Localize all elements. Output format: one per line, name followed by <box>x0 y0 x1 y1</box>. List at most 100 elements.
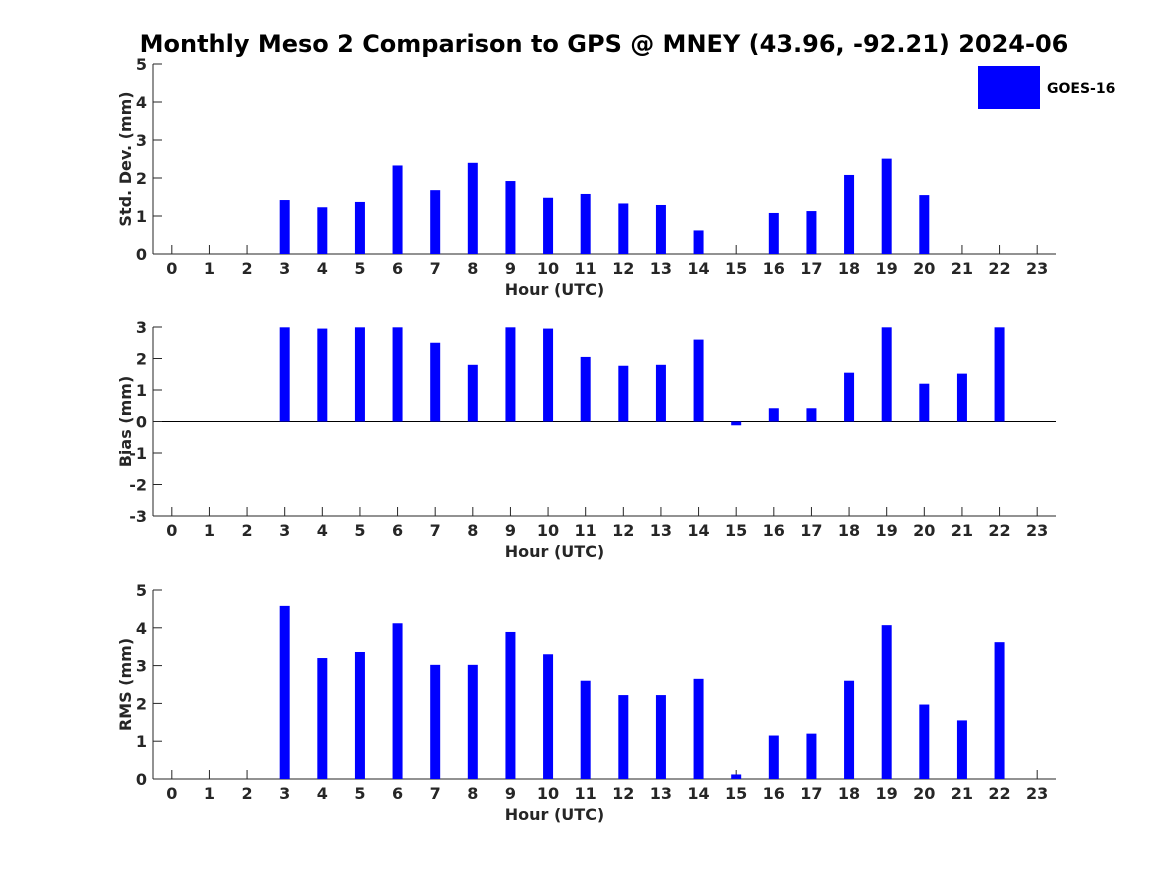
bar-hour-17 <box>806 211 817 254</box>
x-tick-label: 18 <box>838 259 860 278</box>
y-tick-label: 3 <box>136 318 147 337</box>
x-tick-label: 7 <box>430 259 441 278</box>
bar-hour-5 <box>354 651 365 779</box>
x-tick-label: 1 <box>204 521 215 540</box>
x-tick-label: 6 <box>392 784 403 803</box>
x-tick-label: 1 <box>204 784 215 803</box>
x-tick-label: 15 <box>725 784 747 803</box>
x-tick-label: 11 <box>575 521 597 540</box>
bar-hour-6 <box>392 327 403 422</box>
bar-hour-12 <box>618 203 629 254</box>
bar-hour-10 <box>543 197 554 254</box>
x-tick-label: 14 <box>687 259 709 278</box>
x-tick-label: 17 <box>800 784 822 803</box>
bar-hour-4 <box>317 658 328 779</box>
y-tick-label: 2 <box>136 350 147 369</box>
bar-hour-3 <box>279 327 290 422</box>
x-tick-label: 11 <box>575 784 597 803</box>
x-tick-label: 10 <box>537 521 559 540</box>
bar-hour-3 <box>279 200 290 254</box>
x-tick-label: 21 <box>951 259 973 278</box>
x-tick-label: 20 <box>913 259 935 278</box>
x-tick-label: 19 <box>876 259 898 278</box>
bar-hour-7 <box>430 342 441 422</box>
x-tick-label: 16 <box>763 521 785 540</box>
x-tick-label: 0 <box>166 259 177 278</box>
x-tick-label: 3 <box>279 784 290 803</box>
x-tick-label: 23 <box>1026 784 1048 803</box>
bar-hour-9 <box>505 181 516 254</box>
bar-hour-16 <box>768 212 779 254</box>
bar-hour-8 <box>467 364 478 422</box>
x-tick-label: 3 <box>279 259 290 278</box>
x-tick-label: 16 <box>763 259 785 278</box>
x-axis-label: Hour (UTC) <box>505 542 605 561</box>
x-tick-label: 15 <box>725 521 747 540</box>
legend-label: GOES-16 <box>1047 81 1115 97</box>
x-tick-label: 12 <box>612 521 634 540</box>
x-tick-label: 14 <box>687 784 709 803</box>
bar-hour-18 <box>844 372 855 422</box>
bar-hour-13 <box>655 364 666 422</box>
y-tick-label: 0 <box>136 245 147 264</box>
x-tick-label: 8 <box>467 259 478 278</box>
bar-hour-8 <box>467 162 478 254</box>
x-tick-label: 14 <box>687 521 709 540</box>
bar-hour-7 <box>430 664 441 779</box>
x-tick-label: 22 <box>988 521 1010 540</box>
x-tick-label: 12 <box>612 259 634 278</box>
y-tick-label: 4 <box>136 93 147 112</box>
x-tick-label: 5 <box>354 521 365 540</box>
bar-hour-13 <box>655 204 666 254</box>
bar-hour-15 <box>731 774 742 779</box>
x-tick-label: 22 <box>988 259 1010 278</box>
x-tick-label: 1 <box>204 259 215 278</box>
x-tick-label: 23 <box>1026 259 1048 278</box>
x-tick-label: 16 <box>763 784 785 803</box>
bar-hour-4 <box>317 328 328 422</box>
x-tick-label: 20 <box>913 521 935 540</box>
bar-hour-22 <box>994 642 1005 779</box>
bar-hour-10 <box>543 654 554 779</box>
x-tick-label: 0 <box>166 784 177 803</box>
bar-hour-11 <box>580 356 591 422</box>
y-axis-label: RMS (mm) <box>116 638 135 731</box>
x-tick-label: 5 <box>354 784 365 803</box>
bar-hour-18 <box>844 680 855 779</box>
figure-title: Monthly Meso 2 Comparison to GPS @ MNEY … <box>140 30 1069 58</box>
x-tick-label: 13 <box>650 259 672 278</box>
x-tick-label: 7 <box>430 784 441 803</box>
bar-hour-17 <box>806 733 817 779</box>
legend: GOES-16 <box>978 66 1115 109</box>
x-tick-label: 2 <box>241 521 252 540</box>
bar-hour-15 <box>731 421 742 426</box>
bar-hour-8 <box>467 664 478 779</box>
bar-hour-17 <box>806 408 817 422</box>
y-tick-label: 2 <box>136 169 147 188</box>
bar-hour-20 <box>919 195 930 254</box>
y-tick-label: 3 <box>136 657 147 676</box>
x-tick-label: 21 <box>951 521 973 540</box>
bar-hour-5 <box>354 327 365 422</box>
bar-hour-20 <box>919 704 930 779</box>
x-tick-label: 0 <box>166 521 177 540</box>
y-tick-label: 0 <box>136 770 147 789</box>
bar-hour-19 <box>881 327 892 422</box>
x-tick-label: 13 <box>650 521 672 540</box>
x-tick-label: 23 <box>1026 521 1048 540</box>
x-tick-label: 7 <box>430 521 441 540</box>
bar-hour-9 <box>505 327 516 422</box>
bar-hour-14 <box>693 339 704 422</box>
x-tick-label: 13 <box>650 784 672 803</box>
y-tick-label: -1 <box>129 444 147 463</box>
bar-hour-18 <box>844 174 855 254</box>
bar-hour-12 <box>618 365 629 422</box>
bar-hour-11 <box>580 680 591 779</box>
x-tick-label: 5 <box>354 259 365 278</box>
bar-hour-10 <box>543 328 554 422</box>
y-tick-label: 4 <box>136 619 147 638</box>
y-tick-label: 1 <box>136 207 147 226</box>
